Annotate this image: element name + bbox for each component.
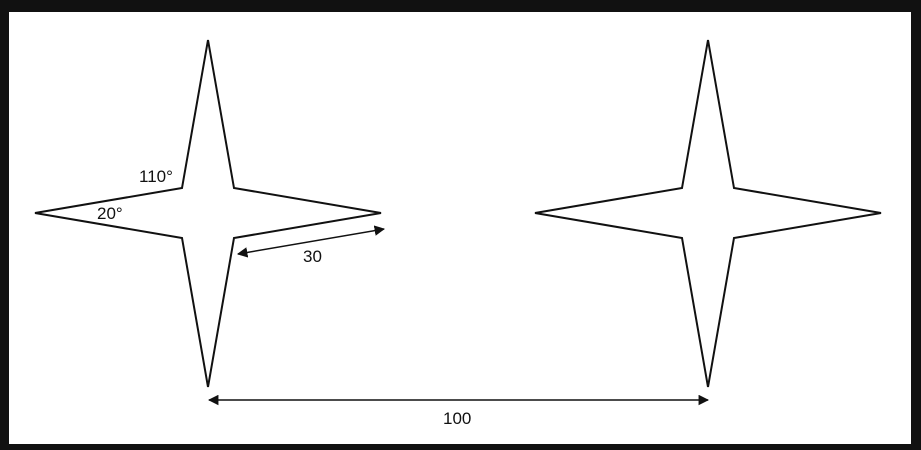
star-right: [534, 39, 882, 388]
star-left: [34, 39, 382, 388]
arm-length-dimension-arrow: [236, 225, 386, 258]
arm-length-label: 30: [303, 247, 322, 266]
diagram-canvas: [9, 12, 911, 444]
angle-tip-label: 20°: [97, 204, 123, 223]
angle-outer-label: 110°: [139, 167, 173, 186]
distance-label: 100: [443, 409, 471, 428]
